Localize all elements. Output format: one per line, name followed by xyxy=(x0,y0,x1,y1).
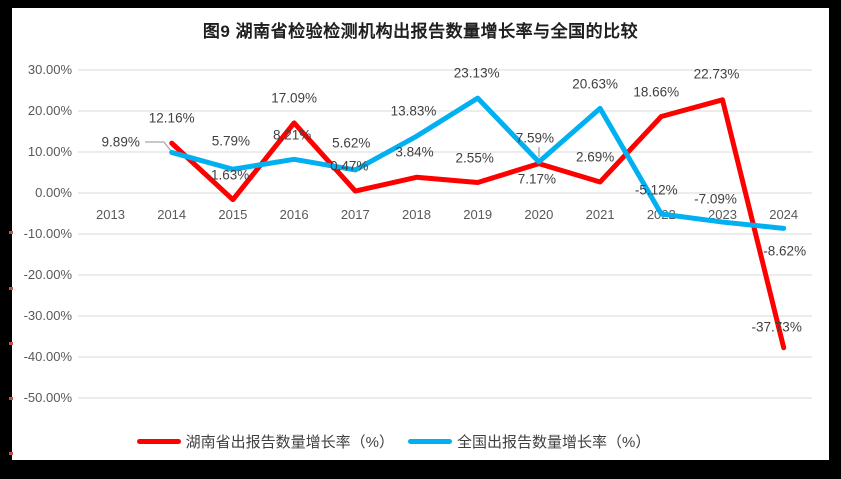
y-tick-label: -30.00% xyxy=(23,308,72,323)
data-label: -5.12% xyxy=(634,182,678,198)
data-label: 20.63% xyxy=(572,76,618,92)
x-tick-label: 2018 xyxy=(402,207,431,222)
x-tick-label: 2020 xyxy=(524,207,554,222)
x-tick-label: 2021 xyxy=(585,207,615,222)
legend-label-hunan: 湖南省出报告数量增长率（%） xyxy=(185,434,394,451)
gridlines xyxy=(78,69,812,399)
y-tick-label: 20.00% xyxy=(27,103,72,118)
y-tick-label: -40.00% xyxy=(23,349,72,364)
data-label: 22.73% xyxy=(693,66,740,82)
frame-left-mark xyxy=(9,287,13,290)
frame-left-mark xyxy=(9,397,13,400)
chart-title: 图9 湖南省检验检测机构出报告数量增长率与全国的比较 xyxy=(202,22,639,41)
data-label: 12.16% xyxy=(148,110,195,126)
y-tick-label: 10.00% xyxy=(27,144,72,159)
frame-bar-top xyxy=(0,0,841,8)
y-tick-label: -10.00% xyxy=(23,226,72,241)
legend-line-swatch-red xyxy=(136,439,181,444)
frame-left-mark xyxy=(9,452,13,455)
data-label: -8.62% xyxy=(763,243,807,259)
series-lines xyxy=(169,95,787,351)
x-tick-label: 2016 xyxy=(279,207,309,222)
data-label: -1.63% xyxy=(206,167,250,183)
data-label: 17.09% xyxy=(271,90,317,106)
data-label: 7.17% xyxy=(517,171,557,187)
legend-line-swatch-blue xyxy=(408,439,452,444)
frame-bar-right xyxy=(829,0,841,479)
y-tick-label: 30.00% xyxy=(27,62,72,77)
data-label: 9.89% xyxy=(101,134,140,150)
data-label: 13.83% xyxy=(390,103,437,119)
legend-item-hunan: 湖南省出报告数量增长率（%） xyxy=(136,431,394,452)
label-callout-lines xyxy=(145,141,540,157)
data-label: 7.59% xyxy=(515,130,555,146)
data-label: -37.73% xyxy=(751,319,802,335)
frame-left-mark xyxy=(9,342,13,345)
y-tick-label: -20.00% xyxy=(23,267,72,282)
y-tick-label: -50.00% xyxy=(23,390,72,405)
x-tick-label: 2013 xyxy=(96,207,125,222)
callout-line xyxy=(145,141,172,152)
legend: 湖南省出报告数量增长率（%） 全国出报告数量增长率（%） xyxy=(0,431,814,452)
frame-bar-left xyxy=(0,0,12,479)
data-label: 8.21% xyxy=(272,127,312,143)
data-label: 2.69% xyxy=(575,149,615,165)
x-tick-label: 2017 xyxy=(340,207,370,222)
legend-label-national: 全国出报告数量增长率（%） xyxy=(457,434,651,451)
x-tick-label: 2023 xyxy=(708,207,737,222)
x-tick-label: 2019 xyxy=(463,207,493,222)
x-tick-label: 2024 xyxy=(769,207,799,222)
data-label: 2.55% xyxy=(455,150,494,166)
data-label: 5.79% xyxy=(211,133,251,149)
data-label: 0.47% xyxy=(330,158,369,174)
x-tick-label: 2014 xyxy=(157,207,187,222)
series-line xyxy=(169,97,787,351)
data-label: 18.66% xyxy=(633,84,680,100)
data-label: 3.84% xyxy=(395,144,434,160)
y-tick-label: 0.00% xyxy=(35,185,72,200)
legend-item-national: 全国出报告数量增长率（%） xyxy=(408,431,650,452)
data-label: -7.09% xyxy=(694,191,737,207)
frame-left-mark xyxy=(9,231,13,234)
x-tick-label: 2015 xyxy=(218,207,248,222)
data-label: 23.13% xyxy=(453,65,500,81)
frame-bar-bottom xyxy=(0,460,841,479)
data-label: 5.62% xyxy=(332,135,371,151)
series-line xyxy=(169,95,787,231)
